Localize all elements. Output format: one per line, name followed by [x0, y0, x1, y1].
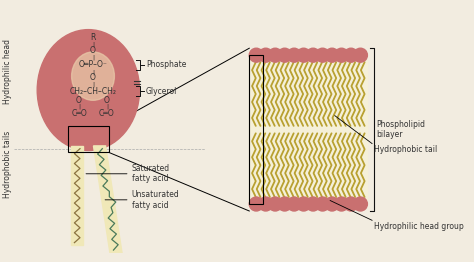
- Circle shape: [344, 48, 358, 62]
- Text: |: |: [92, 70, 94, 75]
- Circle shape: [306, 197, 320, 211]
- Circle shape: [344, 197, 358, 211]
- Text: |: |: [106, 103, 108, 109]
- Text: |: |: [92, 82, 94, 87]
- Text: Hydrophobic tail: Hydrophobic tail: [374, 145, 437, 154]
- Circle shape: [259, 48, 273, 62]
- Circle shape: [249, 197, 263, 211]
- Text: |: |: [92, 55, 94, 60]
- Text: |: |: [78, 103, 80, 109]
- Bar: [68, 126, 109, 152]
- Circle shape: [335, 48, 348, 62]
- Text: Hydrophilic head group: Hydrophilic head group: [374, 222, 464, 231]
- Circle shape: [316, 48, 329, 62]
- Circle shape: [259, 197, 273, 211]
- Text: O═P–O⁻: O═P–O⁻: [79, 61, 108, 69]
- Circle shape: [354, 48, 367, 62]
- Text: C═O: C═O: [99, 109, 115, 118]
- Text: CH₂–CH–CH₂: CH₂–CH–CH₂: [70, 88, 117, 96]
- Polygon shape: [93, 146, 122, 255]
- Text: Hydrophobic tails: Hydrophobic tails: [3, 131, 12, 198]
- Circle shape: [249, 48, 263, 62]
- Text: Phospholipid
bilayer: Phospholipid bilayer: [376, 120, 425, 139]
- Bar: [249, 55, 263, 204]
- Circle shape: [335, 197, 348, 211]
- Text: |: |: [92, 42, 94, 47]
- Circle shape: [316, 197, 329, 211]
- Text: C═O: C═O: [71, 109, 87, 118]
- Circle shape: [297, 197, 310, 211]
- Circle shape: [306, 48, 320, 62]
- Circle shape: [268, 48, 282, 62]
- Text: O: O: [90, 73, 96, 83]
- Text: Saturated
fatty acid: Saturated fatty acid: [132, 164, 170, 183]
- Text: O: O: [90, 46, 96, 54]
- Bar: [249, 60, 367, 199]
- Circle shape: [297, 48, 310, 62]
- Text: Hydrophilic head: Hydrophilic head: [3, 39, 12, 104]
- Circle shape: [287, 197, 301, 211]
- Text: Glycerol: Glycerol: [146, 86, 177, 96]
- Ellipse shape: [37, 30, 139, 151]
- Ellipse shape: [72, 52, 114, 100]
- Circle shape: [354, 197, 367, 211]
- Circle shape: [325, 48, 339, 62]
- Bar: [71, 146, 83, 245]
- Circle shape: [287, 48, 301, 62]
- Circle shape: [268, 197, 282, 211]
- Circle shape: [278, 48, 292, 62]
- Text: Phosphate: Phosphate: [146, 61, 186, 69]
- Text: R: R: [91, 32, 96, 42]
- Text: O: O: [104, 96, 110, 105]
- Text: O: O: [76, 96, 82, 105]
- Circle shape: [325, 197, 339, 211]
- Text: Unsaturated
fatty acid: Unsaturated fatty acid: [132, 190, 179, 210]
- Circle shape: [278, 197, 292, 211]
